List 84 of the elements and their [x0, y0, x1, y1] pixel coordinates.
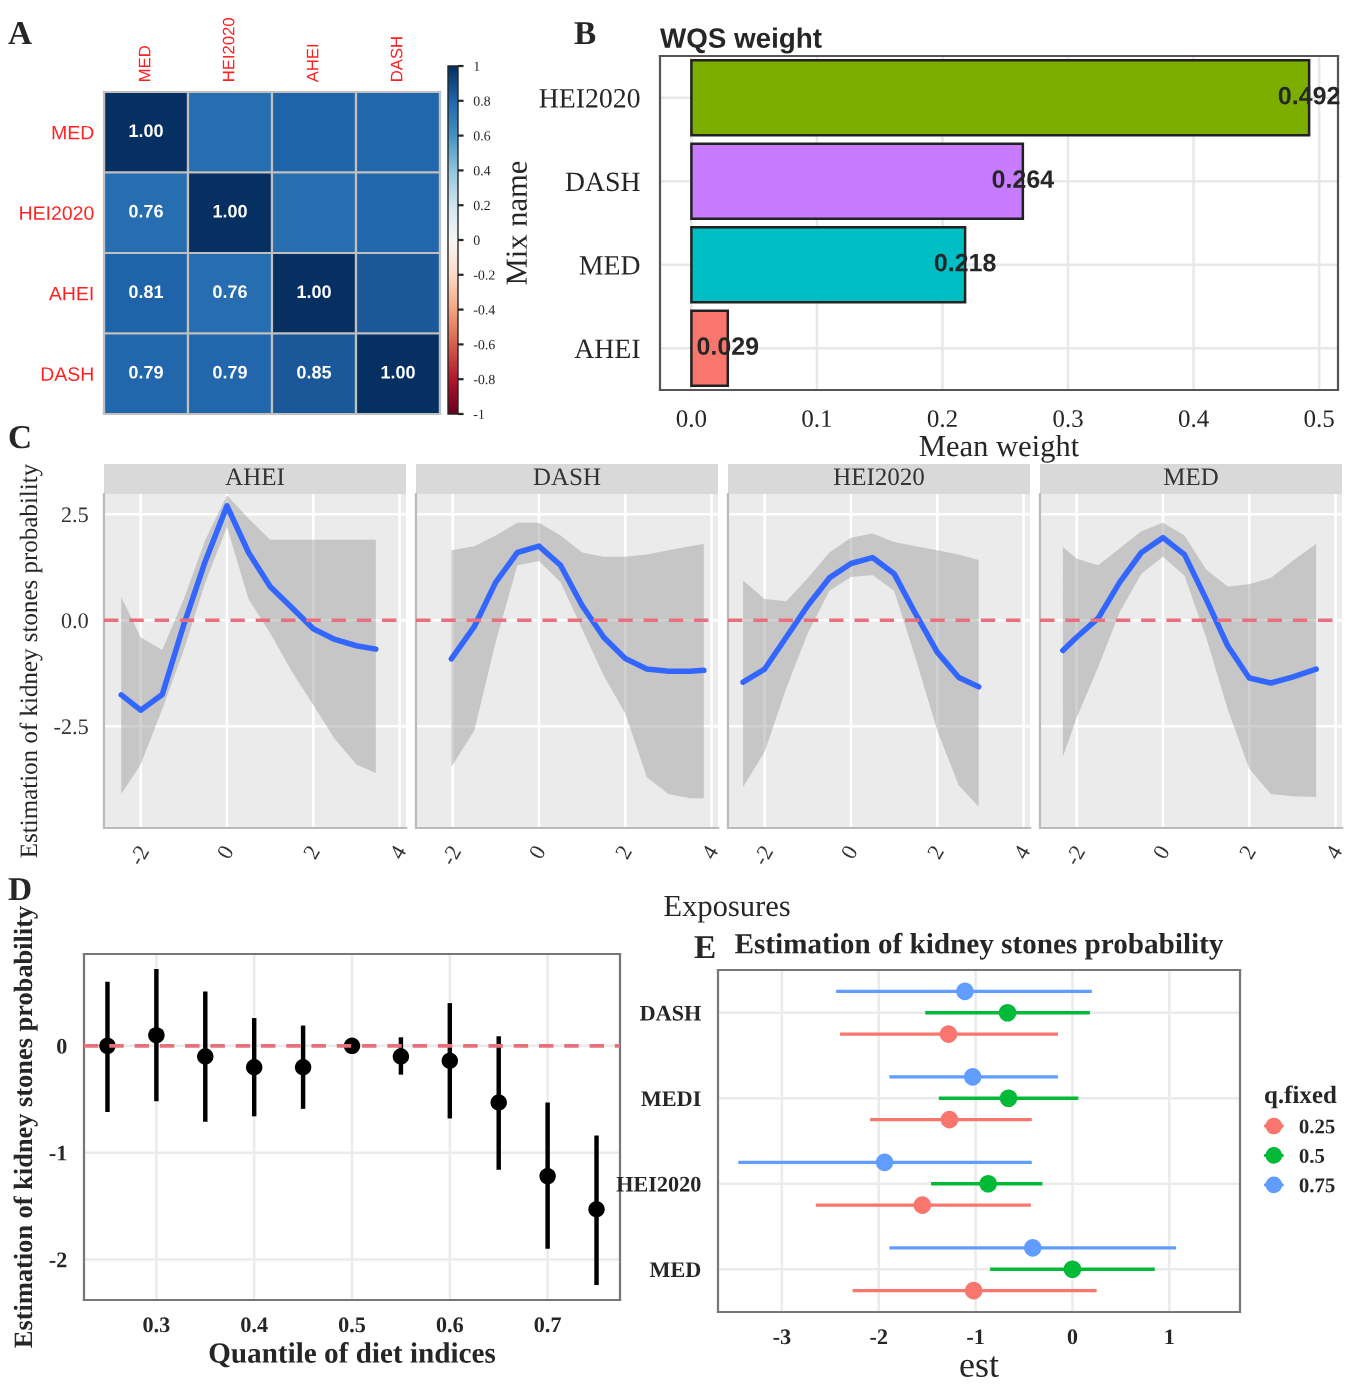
- legend-label: 0.5: [1299, 1148, 1325, 1164]
- data-label: 0.79: [213, 365, 247, 379]
- x-axis-title: Quantile of diet indices: [209, 1342, 496, 1368]
- data-label: 0.85: [297, 365, 332, 379]
- x-tick-label: -2: [440, 844, 462, 867]
- y-tick-label: -1: [49, 1145, 67, 1161]
- x-axis-title: Exposures: [664, 895, 790, 923]
- chart-title: MED: [1163, 468, 1218, 486]
- x-tick-label: -2: [128, 844, 150, 867]
- x-tick-label: 0: [1067, 1329, 1078, 1345]
- y-axis-title: Mix name: [506, 161, 527, 285]
- y-tick-label: 0: [57, 1038, 67, 1054]
- x-tick-label: 2: [302, 844, 321, 860]
- y-tick-label: MEDI: [641, 1091, 701, 1107]
- chart-title: DASH: [533, 468, 601, 486]
- x-tick-label: 0.3: [143, 1317, 170, 1333]
- x-tick-label: 0.2: [927, 410, 957, 428]
- y-tick-label: -2.5: [54, 719, 88, 735]
- chart-title: HEI2020: [833, 468, 924, 486]
- y-tick-label: DASH: [639, 1005, 701, 1021]
- y-axis-title: Estimation of kidney stones probability: [19, 463, 43, 858]
- x-tick-label: 2: [1238, 844, 1257, 860]
- x-tick-label: 0.7: [534, 1317, 561, 1333]
- y-tick-label: MED: [579, 256, 640, 275]
- x-tick-label: AHEI: [306, 44, 319, 83]
- text: B: [574, 22, 596, 45]
- text: C: [9, 425, 30, 449]
- x-axis-title: Mean weight: [919, 434, 1080, 463]
- x-tick-label: 0.1: [802, 410, 832, 428]
- data-label: 1.00: [129, 124, 163, 138]
- data-label: 0.76: [129, 204, 163, 218]
- x-tick-label: 4: [1012, 843, 1031, 861]
- y-tick-label: DASH: [41, 367, 93, 381]
- x-tick-label: 0.5: [338, 1317, 366, 1333]
- y-tick-label: AHEI: [48, 286, 93, 301]
- legend-label: 0.75: [1299, 1178, 1335, 1193]
- legend-label: 0.25: [1299, 1119, 1335, 1134]
- data-label: 0.76: [213, 285, 247, 299]
- x-tick-label: 2: [926, 844, 945, 860]
- y-tick-label: 2.5: [61, 507, 88, 523]
- data-label: 1.00: [381, 365, 415, 379]
- x-tick-label: -3: [773, 1329, 791, 1345]
- x-tick-label: 0.4: [1178, 410, 1209, 428]
- x-tick-label: 0: [216, 844, 235, 860]
- y-tick-label: HEI2020: [539, 88, 640, 108]
- x-tick-label: 0: [528, 844, 547, 860]
- chart-title: Estimation of kidney stones probability: [735, 932, 1224, 960]
- x-tick-label: 4: [388, 843, 407, 861]
- x-tick-label: 0.4: [241, 1317, 268, 1333]
- x-tick-label: 4: [1324, 843, 1343, 861]
- x-tick-label: 4: [700, 843, 719, 861]
- text: A: [8, 22, 32, 45]
- data-label: 1.00: [213, 204, 247, 218]
- y-tick-label: -2: [49, 1252, 67, 1268]
- legend-title: q.fixed: [1265, 1085, 1337, 1109]
- x-tick-label: 0.3: [1053, 410, 1083, 428]
- x-tick-label: -1: [967, 1329, 984, 1345]
- y-tick-label: HEI2020: [20, 206, 94, 220]
- x-tick-label: -2: [752, 844, 774, 867]
- text: E: [694, 936, 715, 959]
- y-tick-label: AHEI: [574, 339, 640, 358]
- x-tick-label: 0: [840, 844, 859, 860]
- data-label: 1.00: [297, 285, 331, 299]
- x-axis-title: est: [960, 1356, 999, 1378]
- data-label: 0.81: [129, 285, 164, 299]
- x-tick-label: 0.6: [436, 1317, 464, 1333]
- y-axis-title: Estimation of kidney stones probability: [13, 906, 38, 1348]
- x-tick-label: DASH: [390, 37, 403, 81]
- y-tick-label: DASH: [565, 172, 640, 192]
- x-tick-label: MED: [138, 46, 151, 81]
- text: D: [8, 878, 31, 901]
- y-tick-label: MED: [649, 1262, 701, 1278]
- x-tick-label: -2: [870, 1329, 888, 1345]
- x-tick-label: -2: [1064, 844, 1086, 867]
- data-label: 0.79: [129, 365, 163, 379]
- y-tick-label: 0.0: [61, 613, 88, 629]
- y-tick-label: MED: [52, 125, 94, 140]
- x-tick-label: HEI2020: [222, 18, 235, 81]
- x-tick-label: 0.5: [1304, 410, 1334, 428]
- chart-title: AHEI: [225, 468, 284, 485]
- x-tick-label: 0: [1152, 844, 1171, 860]
- x-tick-label: 2: [614, 844, 633, 860]
- x-tick-label: 1: [1165, 1329, 1174, 1345]
- chart-title: WQS weight: [660, 27, 822, 54]
